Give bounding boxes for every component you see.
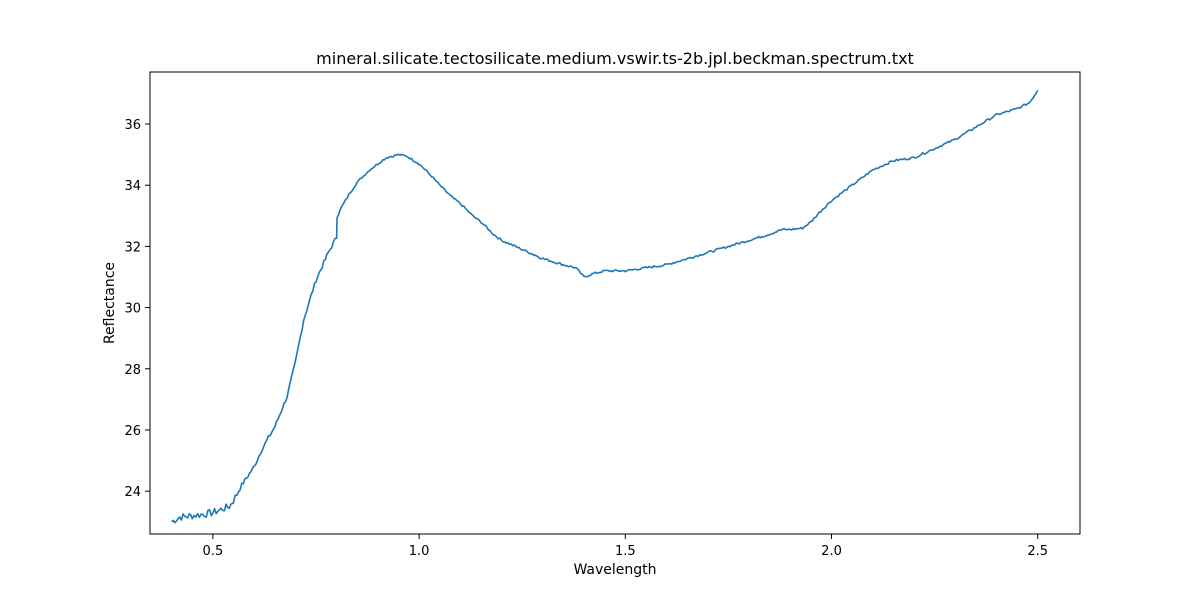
- chart-title: mineral.silicate.tectosilicate.medium.vs…: [316, 49, 914, 68]
- y-axis-label: Reflectance: [102, 262, 118, 344]
- x-tick-label: 0.5: [203, 544, 224, 559]
- y-tick-label: 30: [124, 302, 141, 317]
- y-tick-label: 28: [124, 363, 141, 378]
- plot-area: [171, 89, 1039, 524]
- x-axis-label: Wavelength: [573, 562, 656, 578]
- y-tick-label: 34: [124, 179, 141, 194]
- y-tick-label: 26: [124, 424, 141, 439]
- y-tick-label: 24: [124, 485, 141, 500]
- y-tick-label: 32: [124, 240, 141, 255]
- y-tick-label: 36: [124, 118, 141, 133]
- x-tick-label: 2.5: [1027, 544, 1048, 559]
- spectrum-series-line: [171, 89, 1039, 524]
- x-tick-label: 1.0: [409, 544, 430, 559]
- y-axis: 24 26 28 30 32 34 36: [124, 118, 150, 500]
- plot-frame: [149, 71, 1081, 535]
- x-tick-label: 1.5: [615, 544, 636, 559]
- x-tick-label: 2.0: [821, 544, 842, 559]
- x-axis: 0.5 1.0 1.5 2.0 2.5: [203, 534, 1048, 559]
